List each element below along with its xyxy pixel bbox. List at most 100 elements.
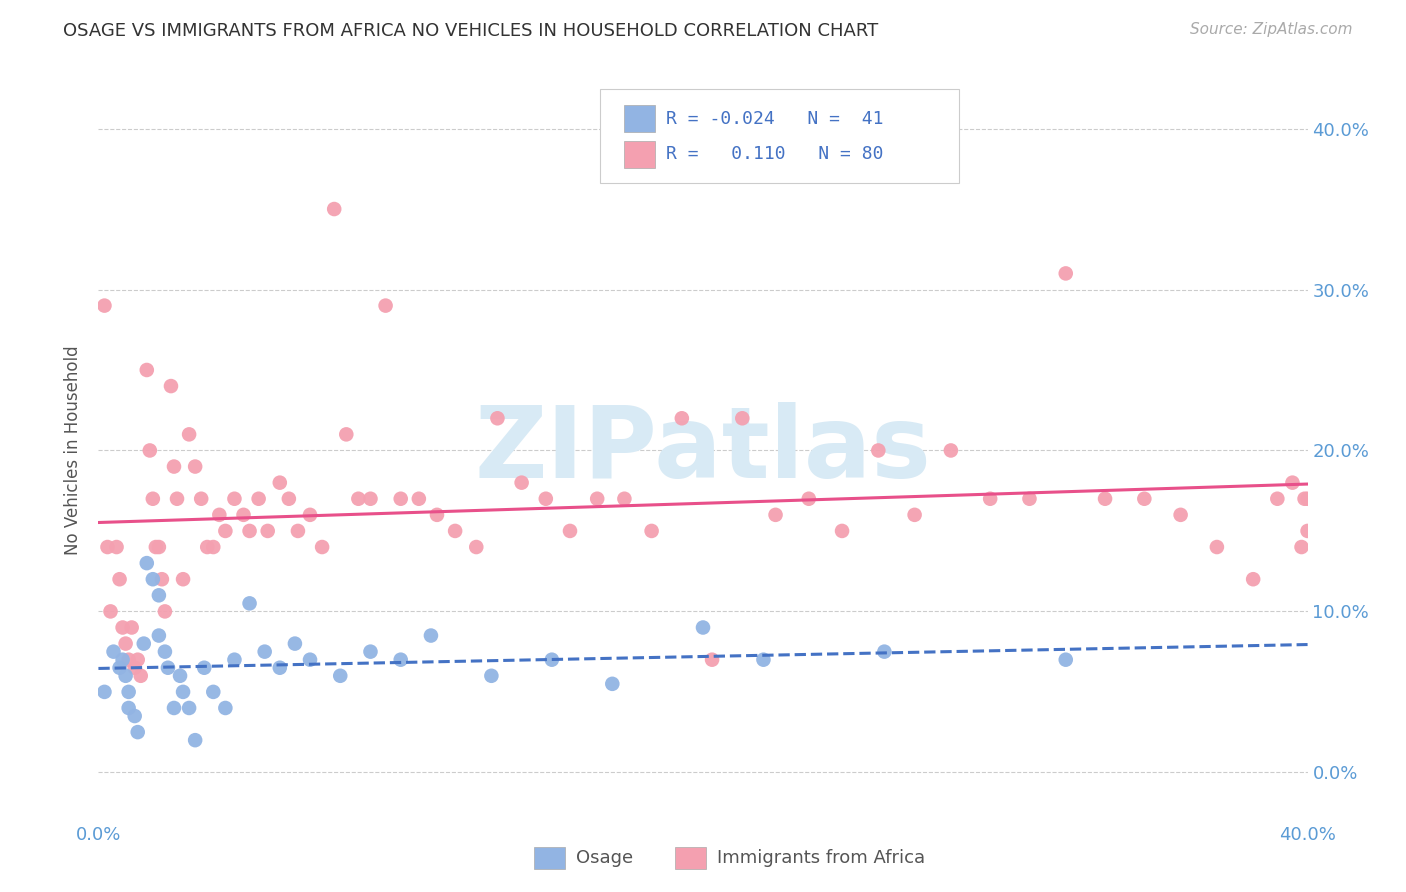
- Point: [121, 620, 143, 634]
- Point: [163, 701, 186, 715]
- Point: [127, 725, 149, 739]
- Point: [148, 628, 170, 642]
- Point: [214, 701, 236, 715]
- Point: [232, 508, 254, 522]
- Point: [692, 620, 714, 634]
- Point: [239, 524, 262, 538]
- Point: [389, 491, 412, 506]
- Point: [1294, 491, 1316, 506]
- Point: [129, 669, 152, 683]
- Point: [731, 411, 754, 425]
- Point: [163, 459, 186, 474]
- Point: [671, 411, 693, 425]
- Point: [979, 491, 1001, 506]
- Point: [93, 299, 115, 313]
- Point: [1133, 491, 1156, 506]
- Point: [284, 637, 307, 651]
- Point: [139, 443, 162, 458]
- Point: [444, 524, 467, 538]
- Point: [481, 669, 503, 683]
- Point: [269, 661, 291, 675]
- Point: [1291, 540, 1313, 554]
- Point: [224, 491, 246, 506]
- Point: [277, 491, 299, 506]
- Point: [214, 524, 236, 538]
- Point: [172, 572, 194, 586]
- Point: [202, 685, 225, 699]
- Point: [287, 524, 309, 538]
- Point: [868, 443, 890, 458]
- Point: [239, 596, 262, 610]
- Point: [765, 508, 787, 522]
- Point: [486, 411, 509, 425]
- Point: [1206, 540, 1229, 554]
- Point: [299, 508, 322, 522]
- Point: [347, 491, 370, 506]
- Point: [118, 685, 141, 699]
- Point: [135, 556, 157, 570]
- Point: [160, 379, 183, 393]
- Y-axis label: No Vehicles in Household: No Vehicles in Household: [65, 345, 83, 556]
- Point: [224, 653, 246, 667]
- Point: [939, 443, 962, 458]
- Point: [613, 491, 636, 506]
- Point: [118, 701, 141, 715]
- Point: [299, 653, 322, 667]
- Text: Osage: Osage: [576, 849, 634, 867]
- Point: [1296, 524, 1319, 538]
- Point: [100, 604, 122, 618]
- Point: [118, 653, 141, 667]
- Point: [329, 669, 352, 683]
- Point: [335, 427, 357, 442]
- Point: [534, 491, 557, 506]
- Text: ZIPatlas: ZIPatlas: [475, 402, 931, 499]
- Point: [700, 653, 723, 667]
- Point: [1170, 508, 1192, 522]
- Point: [111, 653, 134, 667]
- Point: [1054, 653, 1077, 667]
- Point: [105, 540, 128, 554]
- Point: [190, 491, 212, 506]
- Point: [208, 508, 231, 522]
- Point: [247, 491, 270, 506]
- Text: R = -0.024   N =  41: R = -0.024 N = 41: [666, 110, 884, 128]
- Point: [1241, 572, 1264, 586]
- Point: [202, 540, 225, 554]
- Point: [172, 685, 194, 699]
- Point: [1296, 491, 1319, 506]
- Point: [602, 677, 624, 691]
- Point: [193, 661, 215, 675]
- Point: [135, 363, 157, 377]
- Point: [153, 604, 176, 618]
- Point: [114, 637, 136, 651]
- Point: [904, 508, 927, 522]
- Point: [510, 475, 533, 490]
- Text: R =   0.110   N = 80: R = 0.110 N = 80: [666, 145, 884, 163]
- Point: [558, 524, 581, 538]
- Point: [145, 540, 167, 554]
- Point: [148, 540, 170, 554]
- Point: [96, 540, 118, 554]
- Point: [184, 733, 207, 747]
- Point: [108, 661, 131, 675]
- Point: [127, 653, 149, 667]
- Point: [1094, 491, 1116, 506]
- Point: [311, 540, 333, 554]
- Point: [269, 475, 291, 490]
- Point: [831, 524, 853, 538]
- Point: [374, 299, 396, 313]
- Text: Immigrants from Africa: Immigrants from Africa: [717, 849, 925, 867]
- Point: [408, 491, 430, 506]
- Point: [184, 459, 207, 474]
- Point: [103, 645, 125, 659]
- Point: [148, 588, 170, 602]
- Text: OSAGE VS IMMIGRANTS FROM AFRICA NO VEHICLES IN HOUSEHOLD CORRELATION CHART: OSAGE VS IMMIGRANTS FROM AFRICA NO VEHIC…: [63, 22, 879, 40]
- Point: [323, 202, 346, 216]
- Point: [179, 427, 201, 442]
- Point: [179, 701, 201, 715]
- Point: [124, 709, 146, 723]
- Point: [114, 669, 136, 683]
- Point: [360, 491, 382, 506]
- Point: [586, 491, 609, 506]
- Text: Source: ZipAtlas.com: Source: ZipAtlas.com: [1189, 22, 1353, 37]
